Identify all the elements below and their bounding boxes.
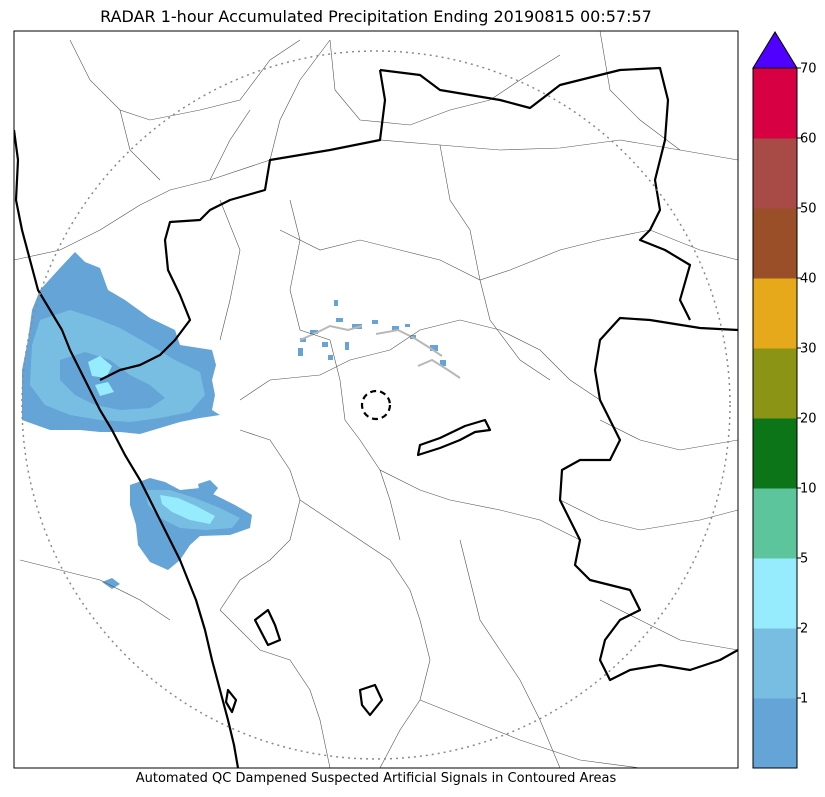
- coastline: [14, 129, 240, 768]
- map-frame: [13, 30, 739, 769]
- rain-speck-south: [102, 578, 120, 589]
- colorbar-tick-label: 40: [800, 272, 817, 287]
- rain-cell-southwest-ne-blob: [198, 480, 218, 496]
- colorbar-bin: [753, 208, 797, 279]
- colorbar-bin: [753, 698, 797, 769]
- map-title: RADAR 1-hour Accumulated Precipitation E…: [100, 7, 652, 26]
- rain-cell-west-heavy: [88, 356, 112, 378]
- colorbar-extend-arrow: [752, 31, 798, 69]
- map-caption: Automated QC Dampened Suspected Artifici…: [135, 771, 617, 786]
- colorbar: 1 2 5 10 20 30 40 50 60 70: [752, 31, 817, 769]
- rain-cell-west-light-inner: [60, 352, 165, 410]
- qc-contoured-areas: [299, 324, 461, 379]
- colorbar-tick-label: 1: [800, 692, 808, 707]
- colorbar-tick-label: 5: [800, 552, 808, 567]
- colorbar-bin: [753, 558, 797, 629]
- colorbar-tick-label: 20: [800, 412, 817, 427]
- colorbar-bin: [753, 628, 797, 699]
- colorbar-bin: [753, 488, 797, 559]
- district-boundaries: [14, 31, 738, 768]
- colorbar-tick-label: 60: [800, 132, 817, 147]
- radar-range-ring: [21, 50, 731, 760]
- precipitation-layer: [22, 252, 461, 589]
- map-plot-area: [14, 31, 738, 768]
- state-boundaries: [14, 66, 738, 768]
- colorbar-bin: [753, 138, 797, 209]
- colorbar-bin: [753, 278, 797, 349]
- colorbar-tick-label: 70: [800, 62, 817, 77]
- colorbar-bin: [753, 418, 797, 489]
- colorbar-tick-label: 30: [800, 342, 817, 357]
- rain-cell-west-heavy-2: [95, 382, 114, 396]
- radar-center-ring: [360, 389, 392, 421]
- colorbar-bin: [753, 68, 797, 139]
- colorbar-tick-label: 2: [800, 622, 808, 637]
- colorbar-tick-label: 50: [800, 202, 817, 217]
- colorbar-tick-label: 10: [800, 482, 817, 497]
- rain-cell-southwest-heavy: [160, 495, 215, 524]
- colorbar-bin: [753, 348, 797, 419]
